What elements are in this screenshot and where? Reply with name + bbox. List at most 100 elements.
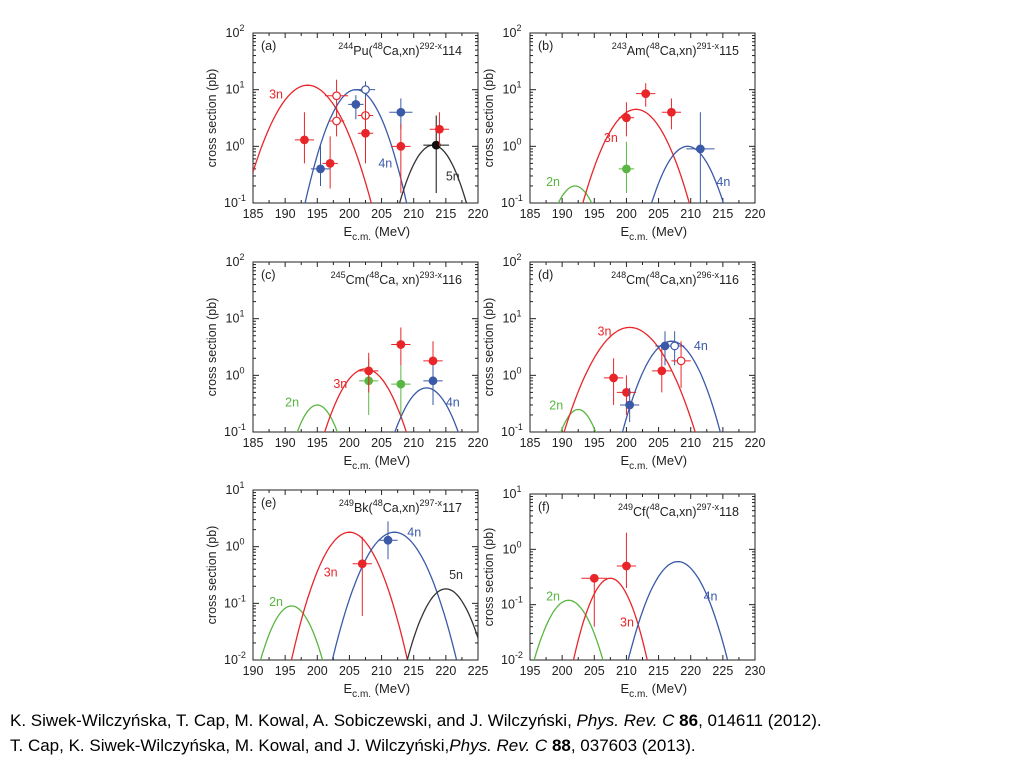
x-tick-label: 225 xyxy=(468,664,489,678)
x-tick-label: 225 xyxy=(712,664,733,678)
y-axis-label: cross section (pb) xyxy=(482,528,496,627)
point-marker xyxy=(622,113,631,123)
y-tick-base: 10 xyxy=(503,139,517,153)
data-point xyxy=(603,358,624,405)
title-mass-number: 245 xyxy=(331,270,346,280)
title-projectile-mass: 48 xyxy=(373,498,383,508)
panel-label: (c) xyxy=(261,268,276,282)
x-tick-label: 190 xyxy=(552,207,573,221)
curve-5n xyxy=(406,588,478,660)
y-tick-base: 10 xyxy=(224,596,238,610)
y-tick-label: 101 xyxy=(503,309,522,326)
y-tick-base: 10 xyxy=(501,598,515,612)
y-axis-label: cross section (pb) xyxy=(205,298,219,397)
title-element: 116 xyxy=(442,273,462,287)
title-product-mass: 297-x xyxy=(697,502,720,512)
point-marker xyxy=(364,366,374,376)
x-tick-label: 210 xyxy=(403,207,424,221)
data-point xyxy=(352,536,372,616)
y-tick-exponent: 1 xyxy=(516,309,521,319)
plot-frame xyxy=(529,261,756,433)
y-tick-base: 10 xyxy=(501,653,515,667)
y-tick-label: 102 xyxy=(503,252,522,269)
point-marker xyxy=(622,561,631,571)
curves xyxy=(533,560,729,660)
y-tick-label: 10-1 xyxy=(224,193,246,210)
x-tick-label: 195 xyxy=(307,207,328,221)
title-element: 116 xyxy=(719,273,739,287)
curve-label-2n: 2n xyxy=(546,175,560,189)
panel-title: 244Pu(48Ca,xn)292-x114 xyxy=(338,41,462,58)
y-tick-exponent: 0 xyxy=(516,539,521,549)
point-marker xyxy=(316,164,325,174)
panel-title: 248Cm(48Ca,xn)296-x116 xyxy=(611,270,739,287)
title-projectile-mass: 48 xyxy=(650,502,660,512)
y-tick-exponent: -2 xyxy=(515,650,523,660)
data-point xyxy=(310,143,331,186)
title-reaction: Ca,xn) xyxy=(660,505,697,519)
reference-2-volume: 88 xyxy=(551,736,571,755)
x-tick-label: 200 xyxy=(339,207,360,221)
data-point xyxy=(581,573,608,627)
chart-panel-c: 185 190 195 200 205 210 215 22010-1100101102cro… xyxy=(205,252,488,472)
data-point xyxy=(355,81,376,99)
point-marker xyxy=(428,356,438,366)
x-axis-label: Ec.m. (MeV) xyxy=(344,453,411,472)
point-marker xyxy=(383,535,393,545)
title-target: Cm( xyxy=(626,273,650,287)
y-tick-exponent: -1 xyxy=(238,593,246,603)
y-tick-label: 100 xyxy=(226,136,245,153)
reference-2-authors: T. Cap, K. Siwek-Wilczyńska, M. Kowal, a… xyxy=(10,736,450,755)
point-marker xyxy=(396,107,406,117)
y-tick-label: 101 xyxy=(226,480,245,497)
curve-4n xyxy=(627,560,729,660)
reference-1-journal: Phys. Rev. C xyxy=(576,711,680,730)
reference-2-pages: , 037603 (2013). xyxy=(570,736,696,755)
y-tick-exponent: -1 xyxy=(515,193,523,203)
y-tick-label: 100 xyxy=(503,539,522,556)
x-tick-label: 205 xyxy=(371,207,392,221)
x-tick-label: 215 xyxy=(712,436,733,450)
title-element: 114 xyxy=(442,44,462,58)
title-projectile-mass: 48 xyxy=(650,270,660,280)
curve-4n xyxy=(394,387,459,432)
curve-label-4n: 4n xyxy=(407,526,421,540)
point-marker xyxy=(357,559,367,569)
x-axis-label-unit: (MeV) xyxy=(648,453,687,468)
y-tick-label: 100 xyxy=(226,537,245,554)
x-axis-label: Ec.m. (MeV) xyxy=(344,681,411,700)
x-axis-label-symbol: E xyxy=(621,224,630,239)
x-axis-label: Ec.m. (MeV) xyxy=(621,681,688,700)
point-marker xyxy=(351,99,361,109)
title-mass-number: 249 xyxy=(618,502,633,512)
y-tick-base: 10 xyxy=(226,540,240,554)
x-tick-label: 205 xyxy=(648,207,669,221)
point-marker xyxy=(657,366,667,376)
curve-label-4n: 4n xyxy=(446,396,460,410)
title-reaction: Ca, xn) xyxy=(379,273,419,287)
curve-3n xyxy=(582,108,690,203)
y-tick-exponent: 0 xyxy=(239,365,244,375)
y-tick-label: 101 xyxy=(503,80,522,97)
curve-label-2n: 2n xyxy=(546,589,560,603)
title-product-mass: 291-x xyxy=(697,41,720,51)
y-tick-base: 10 xyxy=(226,139,240,153)
y-axis-label: cross section (pb) xyxy=(482,298,496,397)
x-tick-label: 200 xyxy=(616,436,637,450)
x-tick-label: 205 xyxy=(339,664,360,678)
x-tick-label: 230 xyxy=(745,664,766,678)
x-axis-label-symbol: E xyxy=(621,453,630,468)
y-tick-base: 10 xyxy=(501,196,515,210)
y-tick-exponent: 2 xyxy=(239,252,244,262)
reference-1-volume: 86 xyxy=(679,711,699,730)
references: K. Siwek-Wilczyńska, T. Cap, M. Kowal, A… xyxy=(10,708,1014,758)
x-axis-label: Ec.m. (MeV) xyxy=(621,453,688,472)
data-point xyxy=(618,102,635,137)
title-product-mass: 293-x xyxy=(420,270,443,280)
reference-2: T. Cap, K. Siwek-Wilczyńska, M. Kowal, a… xyxy=(10,733,1014,758)
x-tick-label: 205 xyxy=(584,664,605,678)
y-tick-base: 10 xyxy=(226,312,240,326)
x-tick-label: 215 xyxy=(648,664,669,678)
data-point xyxy=(686,112,715,203)
point-marker xyxy=(396,340,406,349)
